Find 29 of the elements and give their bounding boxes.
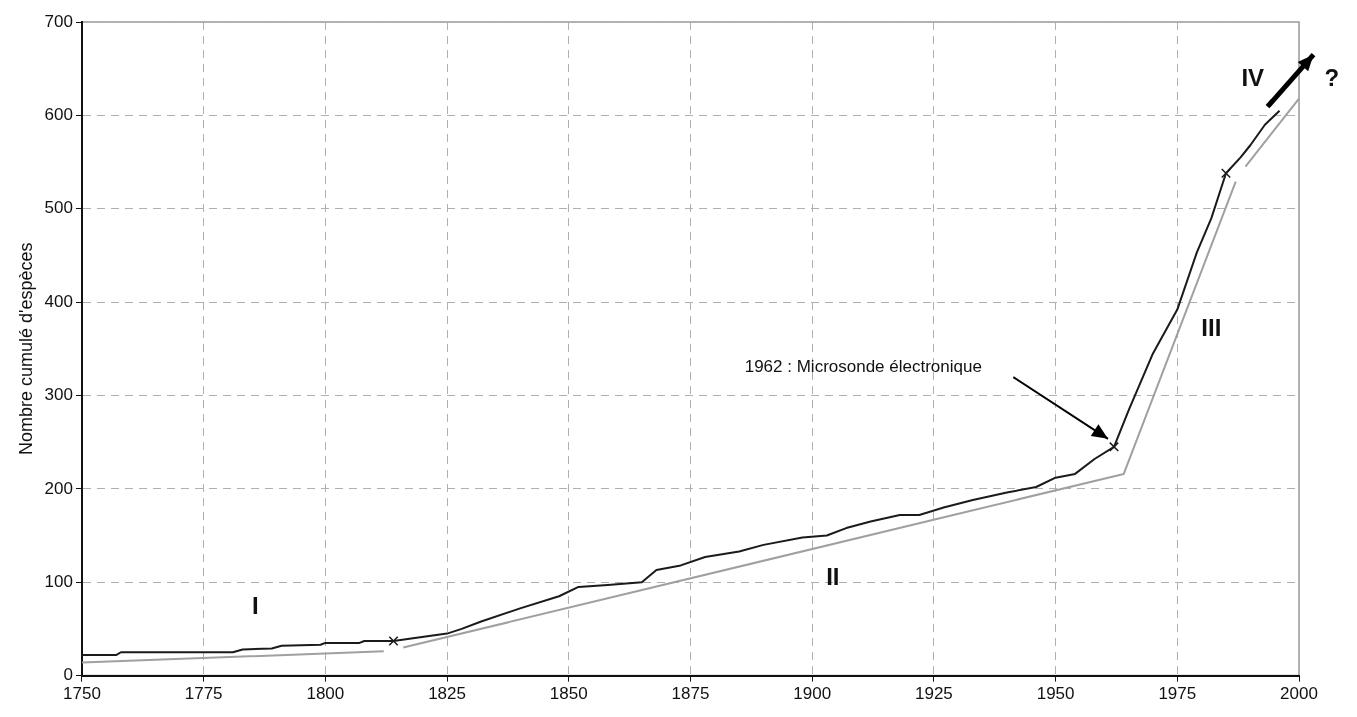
text: ? <box>1324 64 1340 92</box>
x-tick-label: 1750 <box>63 684 101 704</box>
x-tick-label: 1775 <box>184 684 223 704</box>
point <box>1109 441 1119 452</box>
y-tick-label: 500 <box>44 198 73 218</box>
y-tick-label: 400 <box>44 291 73 311</box>
x-tick-label: 1800 <box>306 684 345 704</box>
x-tick-label: 1925 <box>914 684 953 704</box>
annotation: II <box>826 563 840 591</box>
annotation: III <box>1201 313 1222 341</box>
annotation: 1962 : Microsonde électronique <box>744 356 982 376</box>
y-tick-label: 200 <box>44 478 73 498</box>
y-tick-label: 600 <box>44 105 73 125</box>
x-tick-label: 1975 <box>1158 684 1197 704</box>
y-axis-title: Nombre cumulé d'espèces <box>15 242 36 456</box>
annotation: IV <box>1241 64 1265 92</box>
annotation: I <box>252 591 259 619</box>
x-tick-label: 1825 <box>428 684 466 704</box>
point <box>1220 168 1231 179</box>
y-tick-label: 0 <box>63 665 73 685</box>
y-tick-label: 300 <box>44 385 73 405</box>
y-tick-label: 700 <box>44 11 73 31</box>
x-tick-label: 1850 <box>549 684 588 704</box>
y-tick-label: 100 <box>44 571 73 591</box>
x-tick-label: 1950 <box>1036 684 1075 704</box>
x-tick-label: 2000 <box>1280 684 1318 704</box>
x-tick-label: 1875 <box>671 684 710 704</box>
x-tick-label: 1900 <box>793 684 832 704</box>
point <box>388 636 399 647</box>
